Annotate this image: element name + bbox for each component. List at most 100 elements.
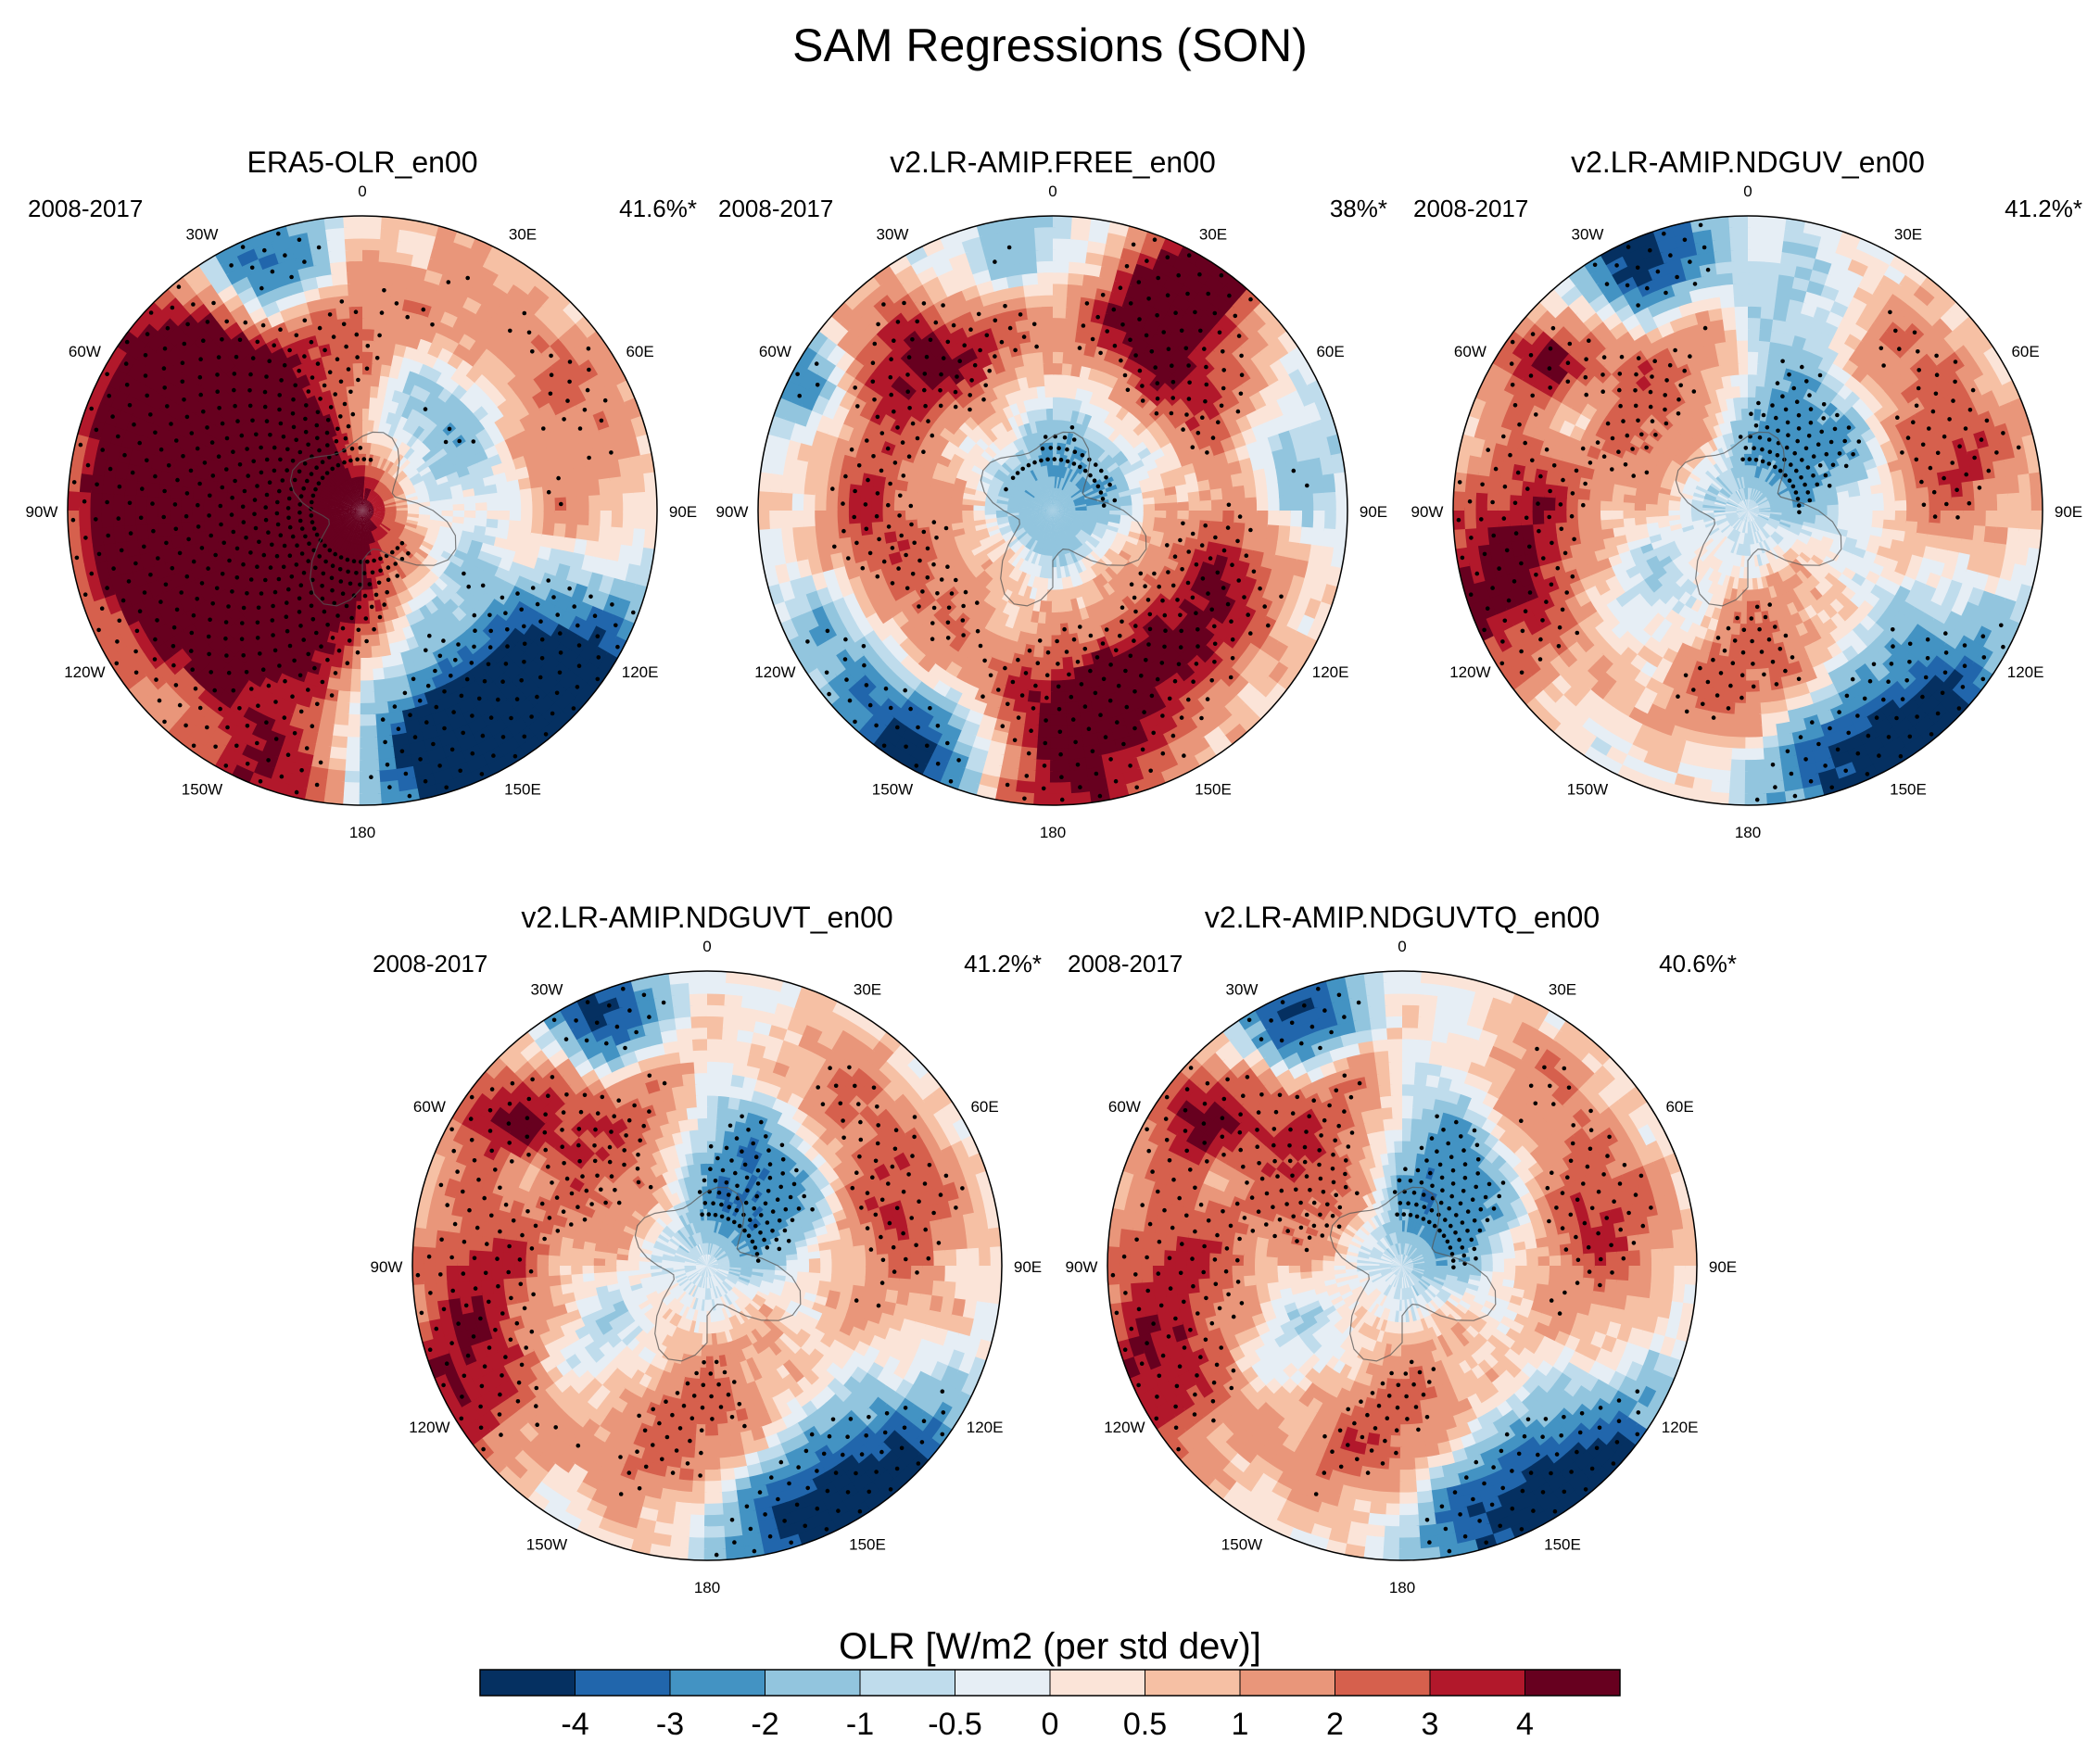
significance-dot [515,591,520,596]
significance-dot [174,607,180,612]
field-cell [1056,566,1062,580]
field-cell [373,724,392,738]
field-cell [331,492,343,501]
field-cell [1087,428,1100,443]
significance-dot [283,253,287,258]
field-cell [361,668,374,682]
field-cell [562,536,577,555]
field-cell [342,516,354,525]
significance-dot [231,449,235,455]
field-cell [1107,461,1120,473]
significance-dot [224,319,229,324]
field-cell [532,498,545,513]
field-cell [123,508,136,526]
significance-dot [399,749,405,754]
field-cell [474,518,487,529]
field-cell [1087,579,1099,593]
field-cell [365,487,371,500]
field-cell [1022,585,1032,599]
field-cell [1022,522,1034,530]
field-cell [346,260,365,273]
field-cell [405,522,418,530]
field-cell [286,479,300,489]
field-cell [401,482,414,491]
significance-dot [554,690,560,696]
field-cell [443,465,458,477]
field-cell [1034,420,1044,433]
field-cell [339,513,352,519]
field-cell [1043,502,1053,511]
significance-dot [550,711,555,716]
field-cell [1014,482,1027,492]
field-cell [370,494,381,503]
significance-dot [565,398,570,403]
field-cell [1044,441,1050,455]
field-cell [339,483,349,494]
field-cell [180,497,194,511]
field-cell [339,505,351,510]
field-cell [411,254,433,271]
field-cell [193,529,208,544]
field-cell [389,652,404,668]
field-cell [562,468,577,486]
significance-dot [321,571,326,576]
significance-dot [261,552,267,558]
field-cell [335,487,346,498]
field-cell [576,511,590,528]
significance-dot [137,609,143,613]
field-cell [362,503,373,511]
significance-dot [155,618,159,623]
field-cell [964,480,979,490]
field-cell [352,503,362,511]
field-cell [247,501,261,511]
significance-dot [169,422,173,426]
field-cell [613,561,630,585]
field-cell [406,558,420,572]
field-cell [134,493,148,511]
field-cell [424,454,439,468]
significance-dot [276,231,281,236]
field-cell [1115,454,1130,468]
significance-dot [268,433,272,437]
field-cell [1062,530,1070,542]
field-cell [609,476,624,498]
field-cell [463,754,488,775]
field-cell [366,476,373,489]
field-cell [1053,506,1065,511]
field-cell [112,491,125,511]
field-cell [1078,462,1089,475]
field-cell [321,581,333,596]
field-cell [1020,519,1033,526]
field-cell [373,506,386,510]
significance-dot [491,753,496,758]
field-cell [1054,487,1058,499]
field-cell [1120,545,1135,558]
significance-dot [170,305,175,310]
field-cell [315,331,332,347]
field-cell [383,497,396,504]
field-cell [1143,503,1156,512]
field-cell [1019,475,1031,487]
field-cell [362,385,373,397]
field-cell [317,519,331,525]
field-cell [369,492,378,502]
significance-dot [292,658,297,663]
field-cell [1074,501,1087,507]
field-cell [362,328,376,342]
field-cell [375,295,393,309]
field-cell [1038,465,1044,479]
field-cell [294,428,309,443]
significance-dot [402,690,408,696]
field-cell [1066,527,1076,538]
significance-dot [349,615,354,621]
field-cell [441,511,454,518]
field-cell [539,534,554,550]
field-cell [1097,468,1111,480]
significance-dot [437,653,443,659]
field-cell [415,548,429,561]
significance-dot [124,339,130,345]
field-cell [1041,554,1047,568]
significance-dot [272,468,277,473]
field-cell [423,536,436,547]
significance-dot [240,504,246,510]
